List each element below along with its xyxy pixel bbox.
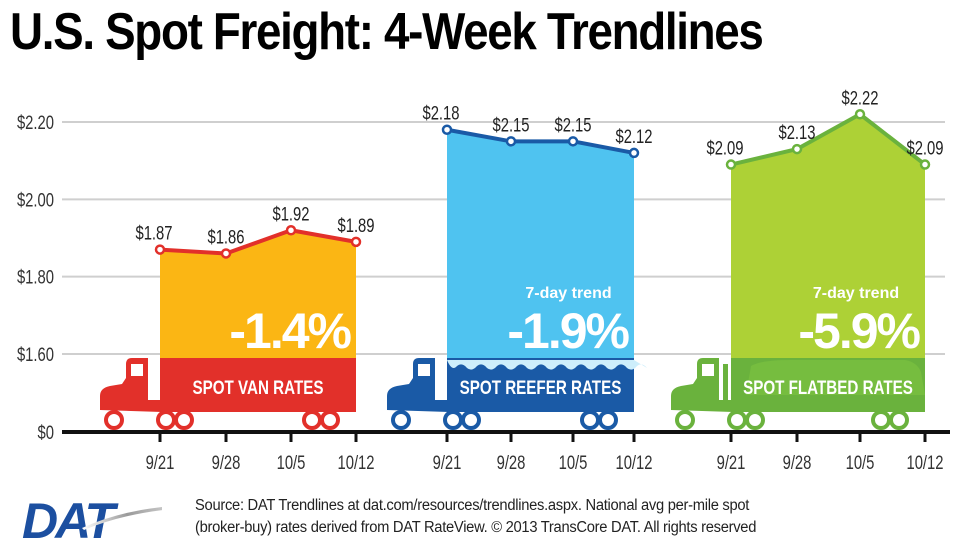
truck-cab-icon bbox=[671, 358, 733, 412]
trend-caption: 7-day trend bbox=[525, 285, 611, 302]
x-tick-label: 9/21 bbox=[717, 452, 746, 473]
wheel-icon bbox=[675, 410, 695, 430]
wheel-icon bbox=[320, 410, 340, 430]
data-label: $2.09 bbox=[706, 138, 743, 159]
source-line-2: (broker-buy) rates derived from DAT Rate… bbox=[195, 519, 757, 536]
wheel-icon bbox=[598, 410, 618, 430]
data-label: $1.89 bbox=[337, 215, 374, 236]
area-fill-2 bbox=[731, 114, 925, 361]
headboard bbox=[723, 364, 728, 410]
y-tick-label: $0 bbox=[38, 422, 54, 443]
wheel-icon bbox=[443, 410, 463, 430]
data-point bbox=[154, 244, 166, 255]
series-name-label: SPOT VAN RATES bbox=[192, 376, 323, 398]
data-point bbox=[505, 136, 517, 147]
data-label: $2.13 bbox=[778, 122, 815, 143]
y-tick-label: $1.80 bbox=[17, 267, 54, 288]
cab-window bbox=[418, 364, 430, 376]
data-point bbox=[350, 236, 362, 248]
data-label: $1.87 bbox=[135, 223, 172, 244]
wheel-icon bbox=[727, 410, 747, 430]
trailer-body bbox=[447, 358, 634, 412]
wheel-icon bbox=[889, 410, 909, 430]
wheel-icon bbox=[871, 410, 891, 430]
series-line-0 bbox=[159, 228, 357, 256]
series-line-1 bbox=[446, 127, 635, 155]
wheel-icon bbox=[461, 410, 481, 430]
trailer-body bbox=[160, 358, 356, 412]
dat-logo: DAT bbox=[22, 493, 172, 549]
data-label: $2.12 bbox=[615, 126, 652, 147]
x-tick-label: 10/5 bbox=[846, 452, 875, 473]
y-tick-label: $2.00 bbox=[17, 190, 54, 211]
x-tick-label: 9/28 bbox=[497, 452, 526, 473]
x-tick-label: 10/5 bbox=[277, 452, 306, 473]
data-point bbox=[791, 143, 803, 155]
x-tick-label: 9/28 bbox=[212, 452, 241, 473]
data-point bbox=[441, 124, 453, 135]
wheel-icon bbox=[104, 410, 124, 430]
wheel-icon bbox=[745, 410, 765, 430]
wheel-icon bbox=[391, 410, 411, 430]
data-label: $1.92 bbox=[272, 204, 309, 225]
data-point bbox=[919, 159, 931, 170]
area-fill-1 bbox=[447, 129, 634, 360]
y-tick-label: $2.20 bbox=[17, 112, 54, 133]
flatbed-deck bbox=[731, 400, 925, 410]
trend-value: -1.9% bbox=[507, 303, 629, 359]
data-label: $1.86 bbox=[207, 227, 244, 248]
data-label: $2.18 bbox=[422, 103, 459, 124]
trend-value: -1.4% bbox=[229, 303, 351, 359]
dat-logo-text: DAT bbox=[22, 496, 120, 542]
truck-cab-icon bbox=[387, 358, 449, 412]
wheel-icon bbox=[302, 410, 322, 430]
truck-cab-icon bbox=[100, 358, 162, 412]
chart-title: U.S. Spot Freight: 4-Week Trendlines bbox=[10, 3, 764, 61]
trend-value: -5.9% bbox=[798, 303, 920, 359]
trend-caption: 7-day trend bbox=[813, 285, 899, 302]
y-tick-label: $1.60 bbox=[17, 344, 54, 365]
area-fill-0 bbox=[160, 230, 356, 360]
data-label: $2.15 bbox=[554, 115, 591, 136]
data-label: $2.22 bbox=[841, 88, 878, 109]
data-point bbox=[285, 225, 297, 236]
data-point bbox=[854, 109, 866, 120]
data-label: $2.15 bbox=[492, 115, 529, 136]
x-tick-label: 10/12 bbox=[906, 452, 943, 473]
cab-window bbox=[702, 364, 714, 376]
wheel-icon bbox=[580, 410, 600, 430]
data-point bbox=[567, 136, 579, 147]
x-tick-label: 10/12 bbox=[337, 452, 374, 473]
x-tick-label: 10/5 bbox=[559, 452, 588, 473]
data-point bbox=[628, 147, 640, 159]
source-note: Source: DAT Trendlines at dat.com/resour… bbox=[195, 495, 756, 539]
tarp-load bbox=[746, 360, 925, 395]
cab-window bbox=[131, 364, 143, 376]
series-name-label: SPOT FLATBED RATES bbox=[743, 376, 913, 398]
source-line-1: Source: DAT Trendlines at dat.com/resour… bbox=[195, 497, 750, 514]
data-label: $2.09 bbox=[906, 138, 943, 159]
ice-wave bbox=[447, 360, 647, 370]
data-point bbox=[725, 159, 737, 170]
x-tick-label: 9/21 bbox=[433, 452, 462, 473]
x-tick-label: 9/21 bbox=[146, 452, 175, 473]
x-tick-label: 10/12 bbox=[615, 452, 652, 473]
series-name-label: SPOT REEFER RATES bbox=[460, 376, 622, 398]
wheel-icon bbox=[174, 410, 194, 430]
data-point bbox=[220, 248, 232, 259]
x-tick-label: 9/28 bbox=[783, 452, 812, 473]
series-line-2 bbox=[730, 112, 927, 167]
wheel-icon bbox=[156, 410, 176, 430]
